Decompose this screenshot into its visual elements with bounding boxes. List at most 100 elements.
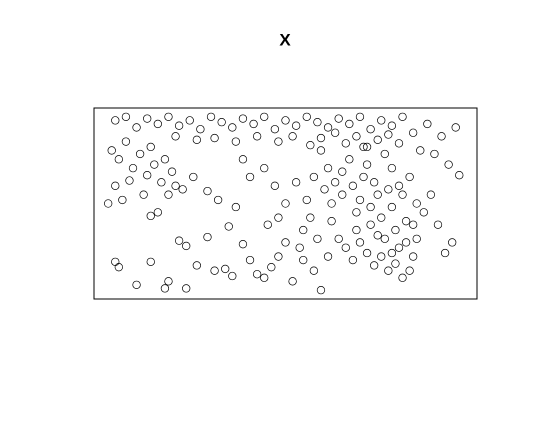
point xyxy=(341,243,350,252)
point xyxy=(281,199,290,208)
point xyxy=(295,243,304,252)
point xyxy=(178,185,187,194)
point xyxy=(210,133,219,143)
point xyxy=(274,137,283,146)
point xyxy=(213,195,223,205)
point xyxy=(288,277,297,286)
point xyxy=(430,149,439,159)
point xyxy=(228,271,237,281)
point xyxy=(153,208,162,217)
point xyxy=(185,116,194,125)
point xyxy=(228,123,237,132)
point xyxy=(391,225,400,235)
point xyxy=(153,119,162,129)
point xyxy=(387,202,397,212)
point xyxy=(260,163,269,173)
point xyxy=(330,128,340,137)
point xyxy=(143,114,152,123)
point xyxy=(362,248,372,258)
point xyxy=(288,132,297,141)
point xyxy=(238,114,248,123)
point xyxy=(107,146,116,155)
point xyxy=(306,140,315,150)
point xyxy=(366,202,375,212)
point xyxy=(387,121,397,130)
point xyxy=(398,112,407,121)
point xyxy=(366,220,375,229)
point xyxy=(412,199,421,208)
point xyxy=(281,238,290,247)
point xyxy=(341,139,350,148)
point xyxy=(401,217,411,226)
point xyxy=(309,266,319,275)
point xyxy=(238,240,248,249)
point xyxy=(355,238,365,247)
point xyxy=(150,160,159,169)
point xyxy=(260,273,269,282)
point xyxy=(245,172,255,182)
plot-box xyxy=(93,107,478,300)
point xyxy=(377,252,386,261)
point xyxy=(217,117,226,127)
point xyxy=(394,181,404,190)
point xyxy=(132,123,141,132)
point xyxy=(366,125,375,134)
point xyxy=(394,139,404,148)
point xyxy=(426,190,436,199)
point xyxy=(405,172,414,182)
point xyxy=(125,176,134,185)
point xyxy=(412,234,421,244)
point xyxy=(291,178,301,187)
point xyxy=(352,225,361,235)
point xyxy=(338,190,347,199)
point xyxy=(362,142,372,152)
point xyxy=(370,178,379,187)
point xyxy=(182,241,191,251)
point xyxy=(121,112,131,121)
point xyxy=(416,146,425,155)
point xyxy=(291,121,301,130)
point xyxy=(146,211,155,221)
point xyxy=(373,190,382,199)
point xyxy=(231,137,241,146)
point xyxy=(401,238,411,247)
point xyxy=(423,119,432,129)
point xyxy=(370,261,379,270)
point xyxy=(210,266,219,275)
point xyxy=(330,178,340,187)
point xyxy=(377,213,386,222)
point xyxy=(391,259,400,268)
point xyxy=(192,135,201,144)
point xyxy=(313,234,322,244)
point xyxy=(203,186,212,196)
point xyxy=(444,160,453,169)
point xyxy=(373,231,382,240)
point xyxy=(274,252,283,261)
point xyxy=(409,128,418,137)
point xyxy=(394,243,404,252)
chart-title: X xyxy=(279,30,291,49)
point xyxy=(409,220,418,229)
point xyxy=(146,257,155,267)
point xyxy=(171,132,180,141)
point xyxy=(206,112,216,121)
point xyxy=(405,266,414,275)
point xyxy=(345,119,354,129)
point xyxy=(380,149,389,159)
point xyxy=(132,280,141,290)
point xyxy=(164,190,173,199)
point xyxy=(355,112,365,121)
point xyxy=(352,208,361,217)
point xyxy=(192,261,201,270)
point xyxy=(387,163,397,173)
point xyxy=(448,238,457,247)
point xyxy=(334,114,343,123)
point xyxy=(221,264,230,274)
point xyxy=(316,133,326,143)
point xyxy=(345,155,354,164)
point xyxy=(323,252,333,261)
point xyxy=(316,146,326,155)
point xyxy=(252,270,262,279)
point xyxy=(167,167,177,176)
